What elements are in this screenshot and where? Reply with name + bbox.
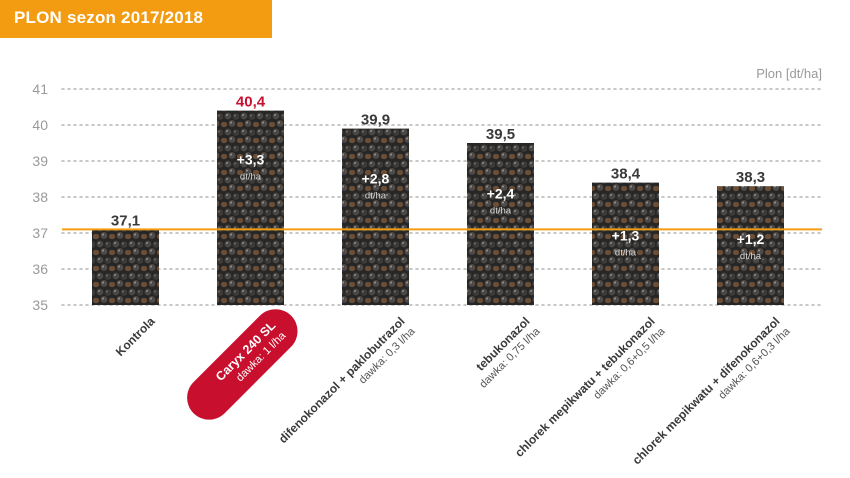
bar xyxy=(92,229,159,305)
y-tick-label: 40 xyxy=(32,117,48,133)
increase-unit-label: dt/ha xyxy=(240,171,262,182)
y-tick-label: 38 xyxy=(32,189,48,205)
highlight-pill xyxy=(187,309,298,420)
y-axis-label: Plon [dt/ha] xyxy=(756,66,822,81)
increase-label: +3,3 xyxy=(237,151,265,167)
increase-label: +2,4 xyxy=(487,186,515,202)
bar-value-label: 39,9 xyxy=(361,112,390,129)
category-label-group: Kontrola xyxy=(113,314,158,359)
bar xyxy=(592,182,659,305)
increase-unit-label: dt/ha xyxy=(740,251,762,262)
y-tick-label: 41 xyxy=(32,81,48,97)
increase-unit-label: dt/ha xyxy=(365,190,387,201)
bar-value-label: 40,4 xyxy=(236,94,266,111)
chart-title: PLON sezon 2017/2018 xyxy=(14,8,204,27)
increase-unit-label: dt/ha xyxy=(615,247,637,258)
increase-label: +1,3 xyxy=(612,227,640,243)
bar xyxy=(217,110,284,305)
y-tick-label: 37 xyxy=(32,225,48,241)
bar-value-label: 39,5 xyxy=(486,126,515,143)
bar-value-label: 38,4 xyxy=(611,166,641,183)
y-tick-label: 35 xyxy=(32,297,48,313)
bar-value-label: 37,1 xyxy=(111,212,140,229)
increase-unit-label: dt/ha xyxy=(490,206,512,217)
bar xyxy=(717,186,784,305)
title-bar: PLON sezon 2017/2018 xyxy=(0,0,272,38)
category-label: Kontrola xyxy=(113,314,158,359)
bar xyxy=(342,128,409,305)
bar-value-label: 38,3 xyxy=(736,169,765,186)
y-tick-label: 39 xyxy=(32,153,48,169)
bar xyxy=(467,143,534,305)
increase-label: +2,8 xyxy=(362,170,390,186)
y-tick-label: 36 xyxy=(32,261,48,277)
increase-label: +1,2 xyxy=(737,231,765,247)
